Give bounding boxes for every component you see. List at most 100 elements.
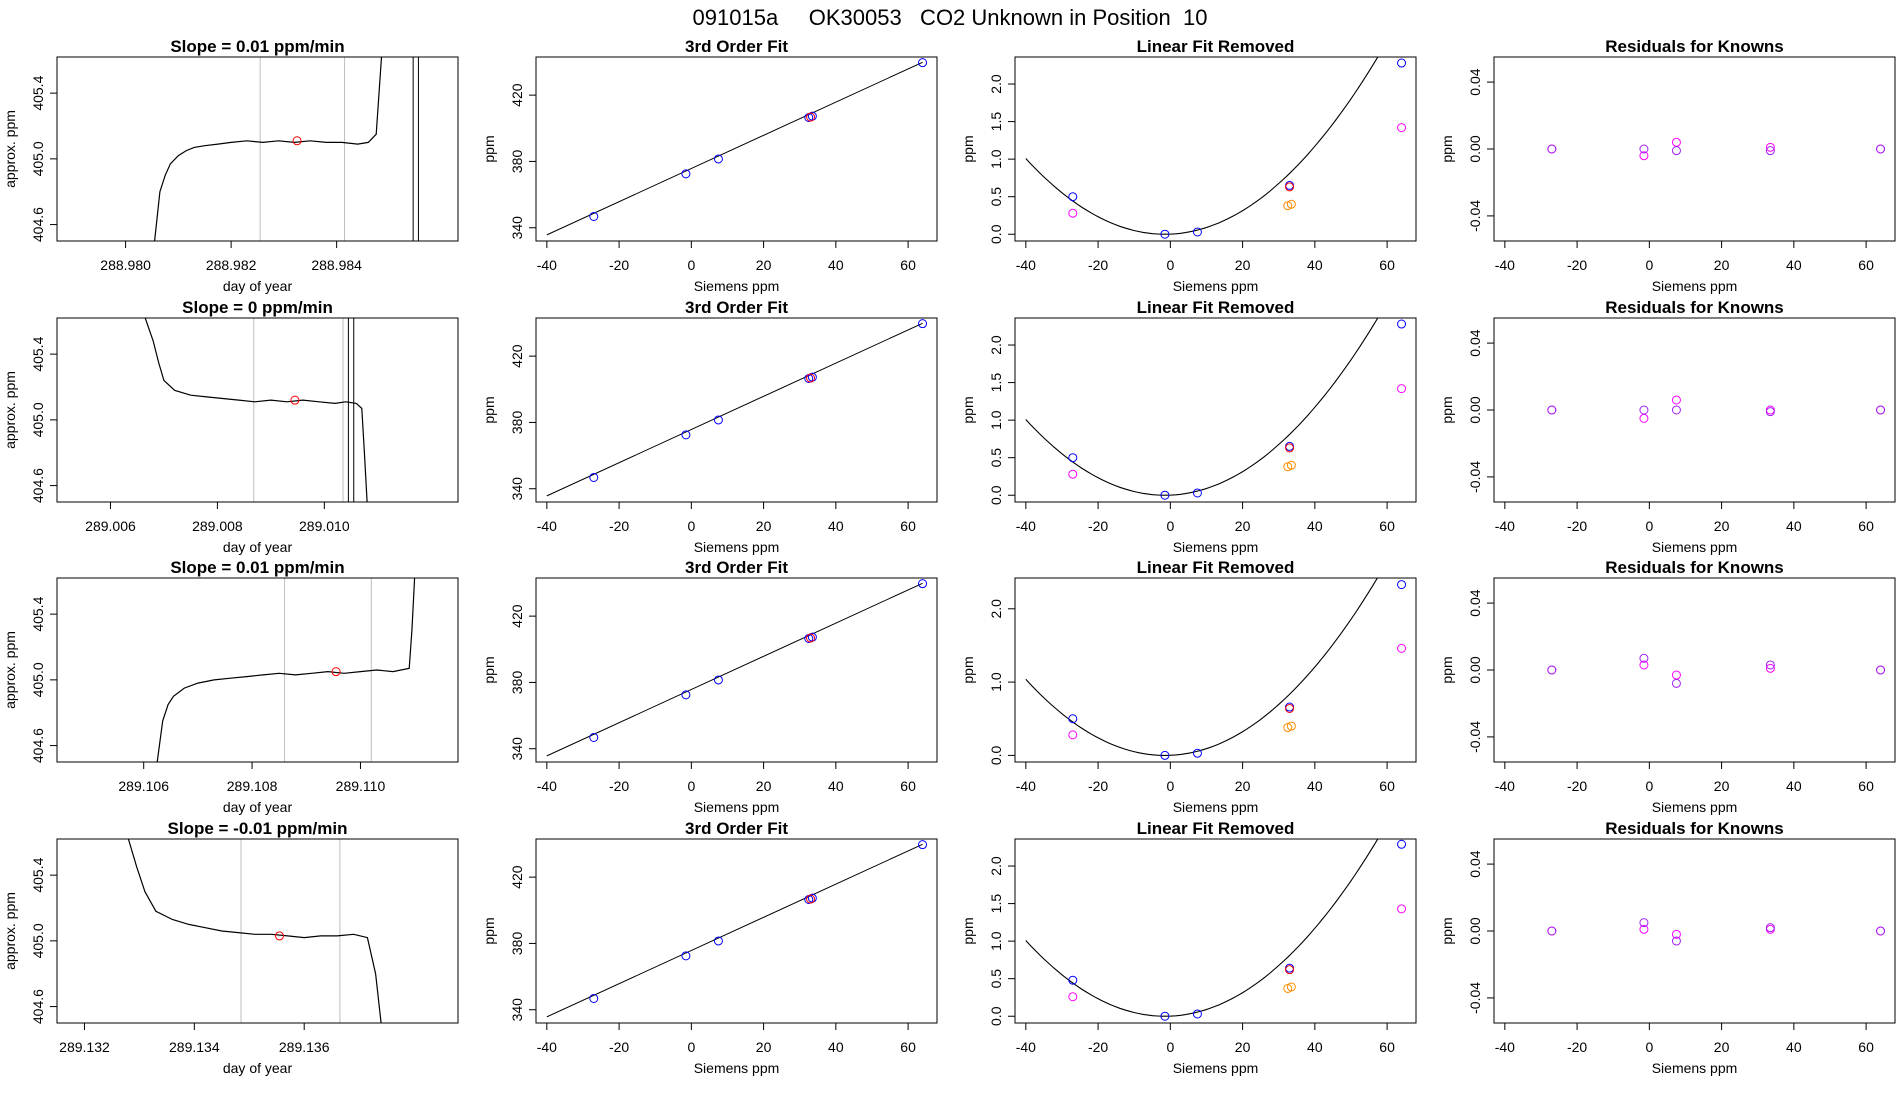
known-point: [1192, 488, 1202, 498]
panel-title: Residuals for Knowns: [1605, 558, 1784, 577]
known-point: [1160, 229, 1170, 239]
y-tick-label: 0.00: [1467, 135, 1483, 162]
y-axis-label: ppm: [481, 917, 497, 944]
x-tick-label: 289.110: [336, 778, 386, 794]
x-tick-label: 0: [1645, 518, 1653, 534]
known-point: [918, 579, 928, 589]
x-tick-label: 289.006: [85, 518, 136, 534]
plot-area: [1025, 318, 1407, 500]
y-tick-label: 2.0: [988, 856, 1004, 876]
panel-title: Slope = 0.01 ppm/min: [170, 37, 344, 56]
known-point: [1397, 839, 1407, 849]
y-axis-label: ppm: [1439, 917, 1455, 944]
x-tick-label: 0: [1166, 518, 1174, 534]
x-tick-label: 60: [900, 778, 916, 794]
panel-trace-row-1: Slope = 0.01 ppm/min day of year approx. p…: [2, 37, 459, 294]
y-tick-label: -0.04: [1467, 461, 1483, 493]
x-tick-label: 60: [1379, 778, 1395, 794]
y-tick-label: 1.0: [988, 410, 1004, 430]
x-tick-label: -40: [1495, 778, 1515, 794]
residual-point: [1547, 926, 1557, 936]
y-tick-label: 0.5: [988, 448, 1004, 468]
x-axis-label: day of year: [223, 278, 293, 294]
y-tick-label: 1.5: [988, 894, 1004, 914]
panel-title: Slope = 0 ppm/min: [182, 298, 333, 317]
fit-line: [546, 582, 923, 757]
y-tick-label: 1.0: [988, 149, 1004, 169]
linear-point: [1068, 208, 1078, 218]
plot-frame: [56, 838, 459, 1024]
x-tick-label: 60: [900, 1039, 916, 1055]
x-tick-label: 40: [1786, 257, 1802, 273]
residual-point: [1876, 144, 1886, 154]
x-tick-label: -40: [1016, 778, 1036, 794]
y-tick-label: 2.0: [988, 599, 1004, 619]
x-tick-label: -20: [1088, 1039, 1108, 1055]
unknown-point: [1285, 443, 1295, 453]
x-tick-label: 0: [1645, 257, 1653, 273]
y-tick-label: 0.0: [988, 224, 1004, 244]
known-point: [918, 58, 928, 68]
known-point: [681, 951, 691, 961]
y-tick-label: 405.4: [30, 75, 46, 110]
panel-title: Residuals for Knowns: [1605, 298, 1784, 317]
x-tick-label: 40: [1307, 257, 1323, 273]
unknown-point: [1285, 703, 1295, 713]
x-tick-label: -20: [1567, 1039, 1587, 1055]
residual-point-alt: [1639, 660, 1649, 670]
y-axis-label: ppm: [960, 656, 976, 683]
x-tick-label: 60: [1379, 518, 1395, 534]
y-tick-label: 420: [509, 83, 525, 107]
plot-frame: [1014, 838, 1417, 1024]
known-point: [1397, 58, 1407, 68]
x-tick-label: 20: [1714, 518, 1730, 534]
x-tick-label: 60: [900, 257, 916, 273]
trace-line: [154, 57, 383, 241]
x-axis-label: day of year: [223, 1060, 293, 1076]
y-tick-label: 2.0: [988, 74, 1004, 94]
x-tick-label: 60: [1858, 518, 1874, 534]
y-tick-label: 380: [509, 411, 525, 435]
x-tick-label: -20: [1088, 778, 1108, 794]
residual-point: [1876, 665, 1886, 675]
y-axis-label: ppm: [481, 135, 497, 162]
y-tick-label: 420: [509, 865, 525, 889]
x-tick-label: -20: [1567, 257, 1587, 273]
trace-line: [144, 318, 368, 502]
plot-frame: [1493, 838, 1896, 1024]
y-tick-label: 405.0: [30, 662, 46, 697]
y-tick-label: 405.0: [30, 402, 46, 437]
x-tick-label: -40: [537, 1039, 557, 1055]
x-axis-label: Siemens ppm: [1173, 1060, 1259, 1076]
x-tick-label: -20: [1567, 518, 1587, 534]
known-point: [713, 415, 723, 425]
y-tick-label: 340: [509, 477, 525, 501]
linear-point: [1068, 730, 1078, 740]
linear-point: [1068, 469, 1078, 479]
unknown-point: [806, 633, 816, 643]
x-axis-label: day of year: [223, 799, 293, 815]
x-tick-label: 40: [828, 518, 844, 534]
panel-title: Slope = -0.01 ppm/min: [168, 819, 348, 838]
panel-fit-row-2: 3rd Order Fit Siemens ppm ppm -40 -20 0 20 40 60…: [481, 298, 938, 555]
x-axis-label: Siemens ppm: [1652, 799, 1738, 815]
x-tick-label: 20: [1714, 1039, 1730, 1055]
known-point: [1068, 192, 1078, 202]
y-tick-label: 0.04: [1467, 329, 1483, 356]
x-tick-label: 20: [756, 257, 772, 273]
known-point: [918, 840, 928, 850]
fit-line: [546, 61, 923, 236]
mean-marker: [292, 136, 302, 146]
x-tick-label: -40: [1495, 257, 1515, 273]
plot-area: [1025, 578, 1407, 760]
x-tick-label: -40: [1016, 257, 1036, 273]
plot-frame: [1014, 56, 1417, 242]
y-axis-label: ppm: [960, 917, 976, 944]
x-tick-label: -40: [1016, 1039, 1036, 1055]
y-axis-label: ppm: [481, 656, 497, 683]
known-point: [681, 690, 691, 700]
residual-point: [1671, 405, 1681, 415]
known-point: [1397, 580, 1407, 590]
plot-area: [546, 319, 928, 497]
known-point: [1160, 750, 1170, 760]
